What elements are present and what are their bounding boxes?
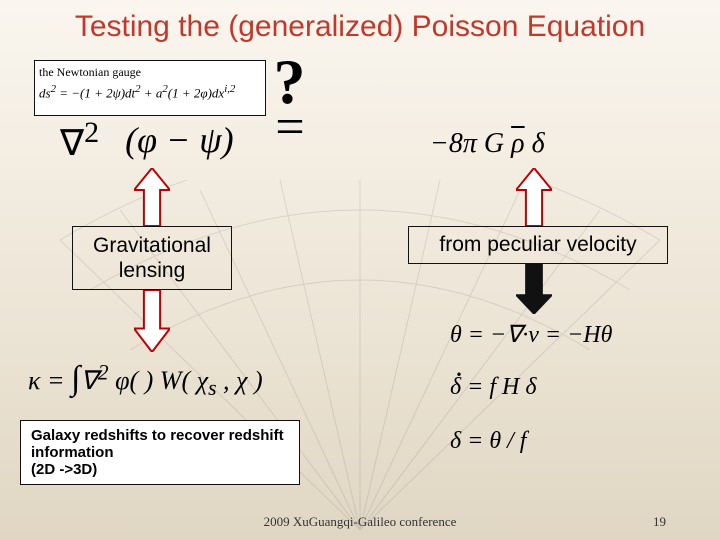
- kappa-equation: κ = ∫∇2 φ( ) W( χs , χ ): [28, 360, 263, 401]
- main-equation-rhs: −8π G ρ δ: [430, 128, 545, 160]
- arrow-grav-down: [134, 290, 170, 352]
- arrow-lhs-up: [134, 168, 170, 226]
- page-title: Testing the (generalized) Poisson Equati…: [0, 10, 720, 44]
- gauge-label: the Newtonian gauge: [39, 65, 261, 80]
- footer-text: 2009 XuGuangqi-Galileo conference: [0, 514, 720, 530]
- gauge-equation: ds2 = −(1 + 2ψ)dt2 + a2(1 + 2φ)dxi,2: [39, 80, 261, 102]
- page-number: 19: [653, 514, 666, 530]
- peculiar-velocity-box: from peculiar velocity: [408, 226, 668, 264]
- gravitational-lensing-box: Gravitational lensing: [72, 226, 232, 290]
- galaxy-redshifts-box: Galaxy redshifts to recover redshift inf…: [20, 420, 300, 485]
- newtonian-gauge-box: the Newtonian gauge ds2 = −(1 + 2ψ)dt2 +…: [34, 60, 266, 116]
- delta-over-f-equation: δ = θ / f: [450, 428, 526, 455]
- main-equation-lhs: ∇2(φ − ψ): [60, 116, 680, 164]
- delta-dot-equation: δ = f H δ: [450, 374, 537, 401]
- theta-equation: θ = −∇·v = −Hθ: [450, 320, 612, 349]
- arrow-rhs-up: [516, 168, 552, 226]
- arrow-pecu-down: [516, 264, 552, 314]
- slide: Testing the (generalized) Poisson Equati…: [0, 0, 720, 540]
